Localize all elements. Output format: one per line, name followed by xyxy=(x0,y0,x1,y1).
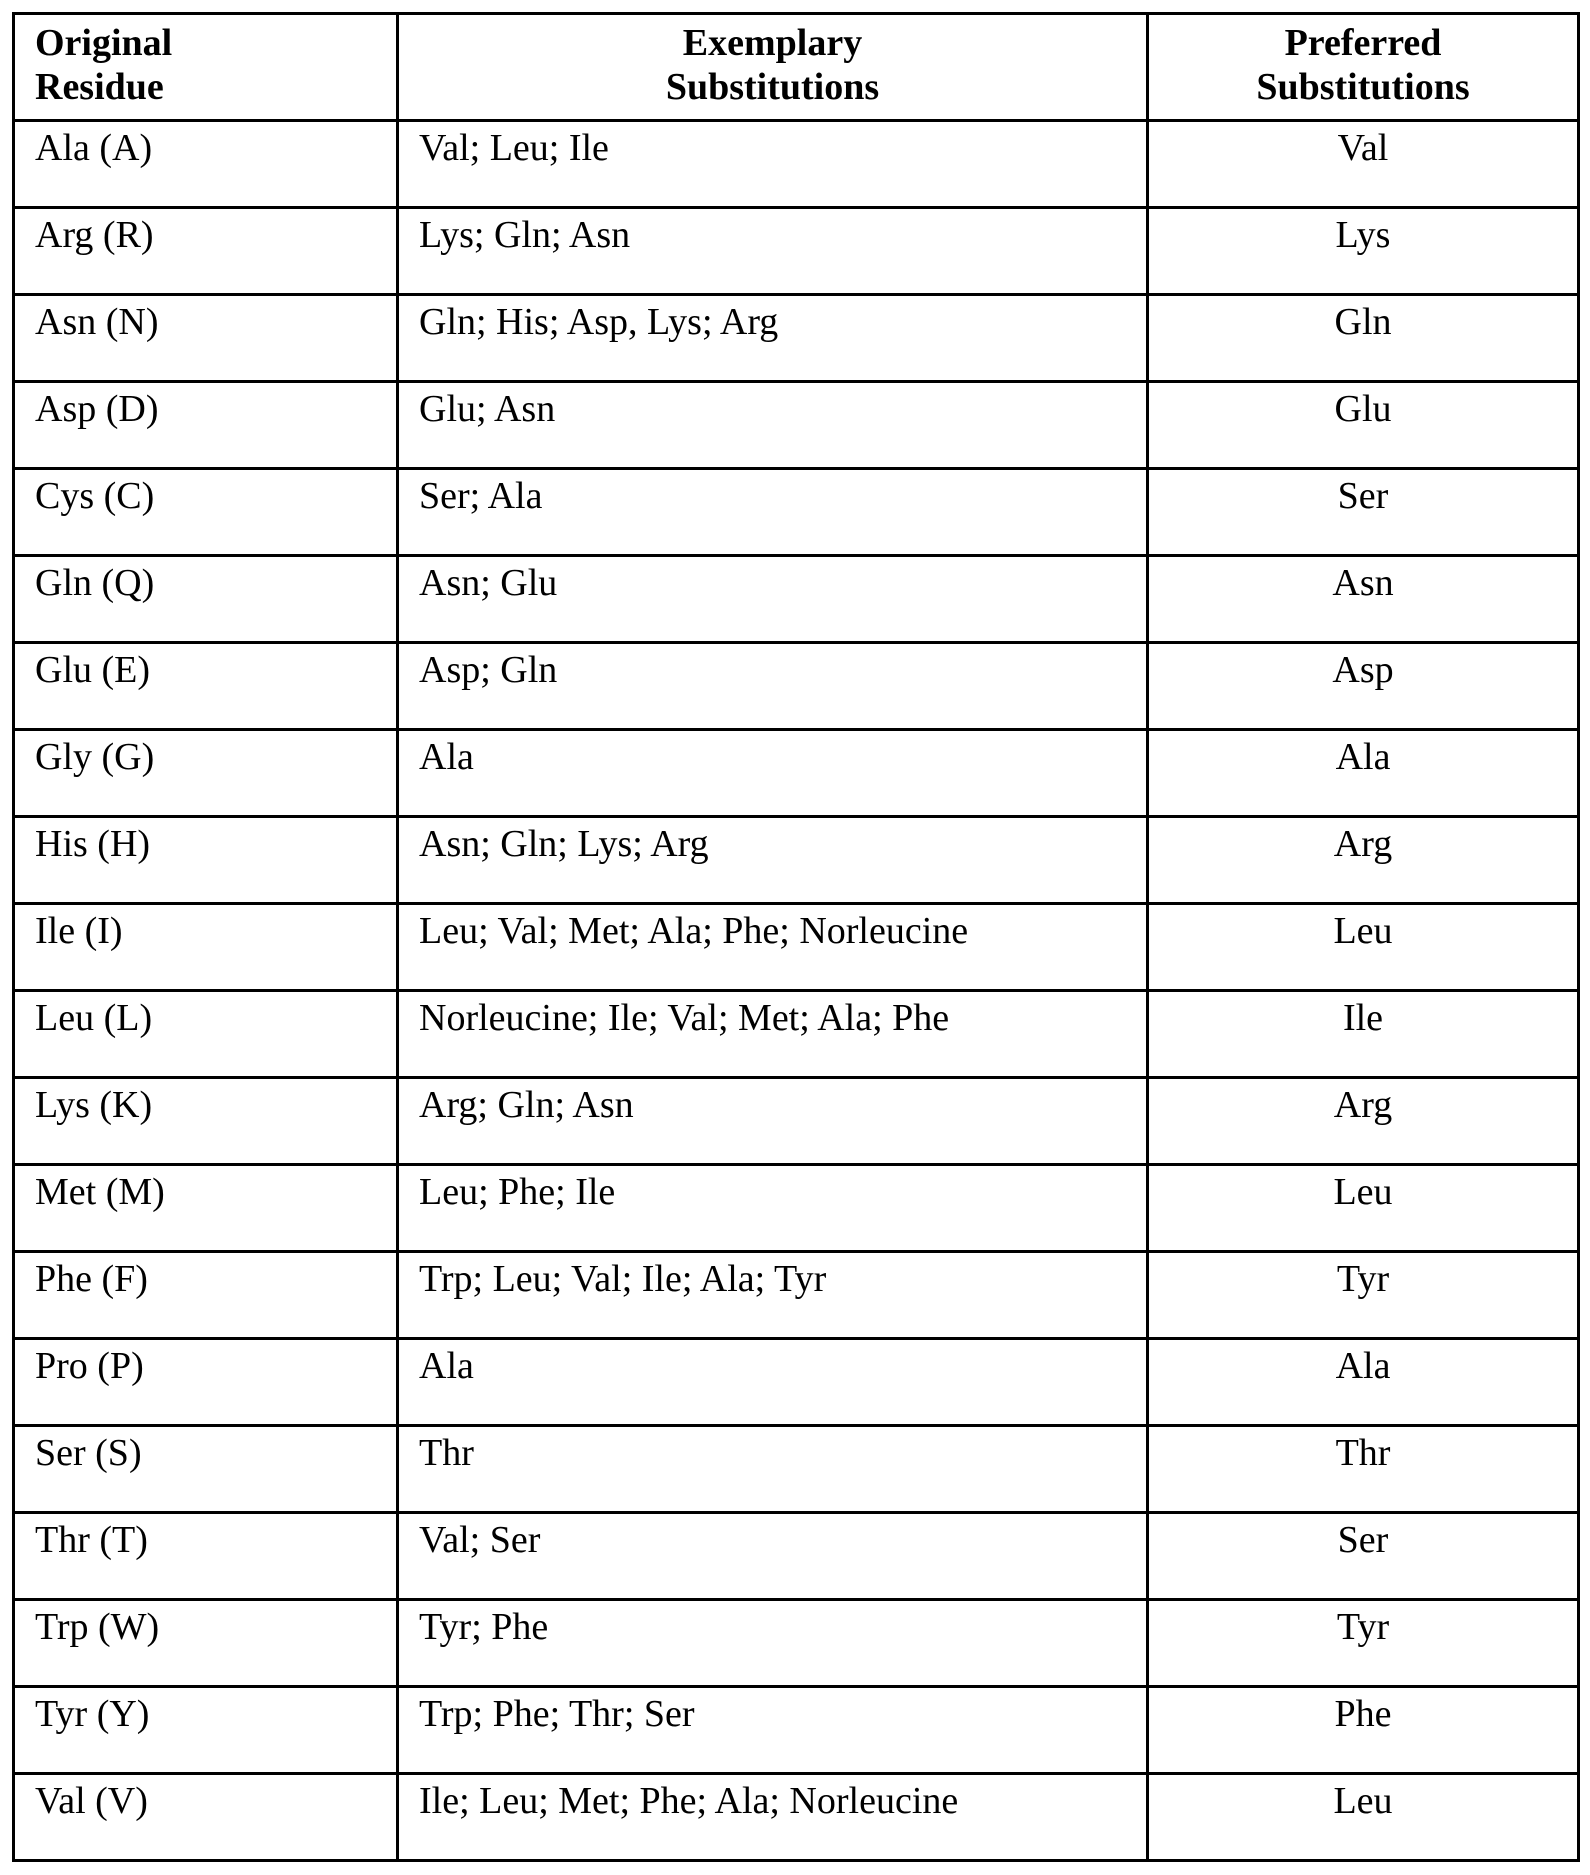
preferred-substitution-cell: Leu xyxy=(1148,904,1579,991)
preferred-substitution-cell: Gln xyxy=(1148,295,1579,382)
exemplary-substitutions-cell: Val; Leu; Ile xyxy=(398,121,1148,208)
exemplary-substitutions-cell: Lys; Gln; Asn xyxy=(398,208,1148,295)
table-row: Pro (P)AlaAla xyxy=(14,1339,1579,1426)
table-row: Trp (W)Tyr; PheTyr xyxy=(14,1600,1579,1687)
original-residue-cell: Gln (Q) xyxy=(14,556,398,643)
exemplary-substitutions-cell: Ile; Leu; Met; Phe; Ala; Norleucine xyxy=(398,1774,1148,1861)
table-row: Gln (Q)Asn; GluAsn xyxy=(14,556,1579,643)
preferred-substitution-cell: Ser xyxy=(1148,1513,1579,1600)
header-line: Original xyxy=(35,22,172,64)
original-residue-cell: Thr (T) xyxy=(14,1513,398,1600)
exemplary-substitutions-cell: Trp; Phe; Thr; Ser xyxy=(398,1687,1148,1774)
header-line: Exemplary xyxy=(683,22,862,64)
exemplary-substitutions-cell: Ala xyxy=(398,1339,1148,1426)
header-original-residue: OriginalResidue xyxy=(14,14,398,121)
table-row: Phe (F)Trp; Leu; Val; Ile; Ala; TyrTyr xyxy=(14,1252,1579,1339)
preferred-substitution-cell: Asp xyxy=(1148,643,1579,730)
original-residue-cell: Ile (I) xyxy=(14,904,398,991)
exemplary-substitutions-cell: Glu; Asn xyxy=(398,382,1148,469)
exemplary-substitutions-cell: Asn; Gln; Lys; Arg xyxy=(398,817,1148,904)
original-residue-cell: Asn (N) xyxy=(14,295,398,382)
table-row: Tyr (Y)Trp; Phe; Thr; SerPhe xyxy=(14,1687,1579,1774)
original-residue-cell: Glu (E) xyxy=(14,643,398,730)
exemplary-substitutions-cell: Arg; Gln; Asn xyxy=(398,1078,1148,1165)
table-row: Val (V)Ile; Leu; Met; Phe; Ala; Norleuci… xyxy=(14,1774,1579,1861)
original-residue-cell: Phe (F) xyxy=(14,1252,398,1339)
exemplary-substitutions-cell: Thr xyxy=(398,1426,1148,1513)
exemplary-substitutions-cell: Ser; Ala xyxy=(398,469,1148,556)
preferred-substitution-cell: Tyr xyxy=(1148,1252,1579,1339)
exemplary-substitutions-cell: Ala xyxy=(398,730,1148,817)
exemplary-substitutions-cell: Asp; Gln xyxy=(398,643,1148,730)
preferred-substitution-cell: Ile xyxy=(1148,991,1579,1078)
header-line: Substitutions xyxy=(666,66,879,108)
table-row: Ala (A)Val; Leu; IleVal xyxy=(14,121,1579,208)
exemplary-substitutions-cell: Norleucine; Ile; Val; Met; Ala; Phe xyxy=(398,991,1148,1078)
original-residue-cell: Pro (P) xyxy=(14,1339,398,1426)
preferred-substitution-cell: Arg xyxy=(1148,1078,1579,1165)
exemplary-substitutions-cell: Tyr; Phe xyxy=(398,1600,1148,1687)
header-line: Substitutions xyxy=(1256,66,1469,108)
original-residue-cell: Asp (D) xyxy=(14,382,398,469)
table-row: Lys (K)Arg; Gln; AsnArg xyxy=(14,1078,1579,1165)
preferred-substitution-cell: Ala xyxy=(1148,1339,1579,1426)
original-residue-cell: Tyr (Y) xyxy=(14,1687,398,1774)
original-residue-cell: Ala (A) xyxy=(14,121,398,208)
exemplary-substitutions-cell: Gln; His; Asp, Lys; Arg xyxy=(398,295,1148,382)
preferred-substitution-cell: Leu xyxy=(1148,1165,1579,1252)
table-row: Ser (S)ThrThr xyxy=(14,1426,1579,1513)
table-row: Gly (G)AlaAla xyxy=(14,730,1579,817)
table-row: Asn (N)Gln; His; Asp, Lys; ArgGln xyxy=(14,295,1579,382)
exemplary-substitutions-cell: Trp; Leu; Val; Ile; Ala; Tyr xyxy=(398,1252,1148,1339)
table-row: Cys (C)Ser; AlaSer xyxy=(14,469,1579,556)
table-row: Arg (R)Lys; Gln; AsnLys xyxy=(14,208,1579,295)
preferred-substitution-cell: Asn xyxy=(1148,556,1579,643)
header-preferred-substitutions: PreferredSubstitutions xyxy=(1148,14,1579,121)
original-residue-cell: Ser (S) xyxy=(14,1426,398,1513)
preferred-substitution-cell: Tyr xyxy=(1148,1600,1579,1687)
table-row: Ile (I)Leu; Val; Met; Ala; Phe; Norleuci… xyxy=(14,904,1579,991)
original-residue-cell: Gly (G) xyxy=(14,730,398,817)
preferred-substitution-cell: Phe xyxy=(1148,1687,1579,1774)
preferred-substitution-cell: Thr xyxy=(1148,1426,1579,1513)
exemplary-substitutions-cell: Asn; Glu xyxy=(398,556,1148,643)
exemplary-substitutions-cell: Leu; Phe; Ile xyxy=(398,1165,1148,1252)
table-row: Glu (E)Asp; GlnAsp xyxy=(14,643,1579,730)
table-row: Met (M)Leu; Phe; IleLeu xyxy=(14,1165,1579,1252)
header-row: OriginalResidue ExemplarySubstitutions P… xyxy=(14,14,1579,121)
original-residue-cell: Cys (C) xyxy=(14,469,398,556)
original-residue-cell: Trp (W) xyxy=(14,1600,398,1687)
table-row: Leu (L)Norleucine; Ile; Val; Met; Ala; P… xyxy=(14,991,1579,1078)
preferred-substitution-cell: Glu xyxy=(1148,382,1579,469)
preferred-substitution-cell: Ala xyxy=(1148,730,1579,817)
original-residue-cell: Arg (R) xyxy=(14,208,398,295)
table-row: Thr (T)Val; SerSer xyxy=(14,1513,1579,1600)
preferred-substitution-cell: Lys xyxy=(1148,208,1579,295)
preferred-substitution-cell: Arg xyxy=(1148,817,1579,904)
original-residue-cell: His (H) xyxy=(14,817,398,904)
exemplary-substitutions-cell: Val; Ser xyxy=(398,1513,1148,1600)
header-exemplary-substitutions: ExemplarySubstitutions xyxy=(398,14,1148,121)
preferred-substitution-cell: Val xyxy=(1148,121,1579,208)
exemplary-substitutions-cell: Leu; Val; Met; Ala; Phe; Norleucine xyxy=(398,904,1148,991)
header-line: Preferred xyxy=(1285,22,1442,64)
table-row: His (H)Asn; Gln; Lys; ArgArg xyxy=(14,817,1579,904)
original-residue-cell: Leu (L) xyxy=(14,991,398,1078)
original-residue-cell: Met (M) xyxy=(14,1165,398,1252)
preferred-substitution-cell: Leu xyxy=(1148,1774,1579,1861)
preferred-substitution-cell: Ser xyxy=(1148,469,1579,556)
substitution-table: OriginalResidue ExemplarySubstitutions P… xyxy=(12,12,1580,1862)
header-line: Residue xyxy=(35,66,164,108)
original-residue-cell: Val (V) xyxy=(14,1774,398,1861)
table-row: Asp (D)Glu; AsnGlu xyxy=(14,382,1579,469)
original-residue-cell: Lys (K) xyxy=(14,1078,398,1165)
